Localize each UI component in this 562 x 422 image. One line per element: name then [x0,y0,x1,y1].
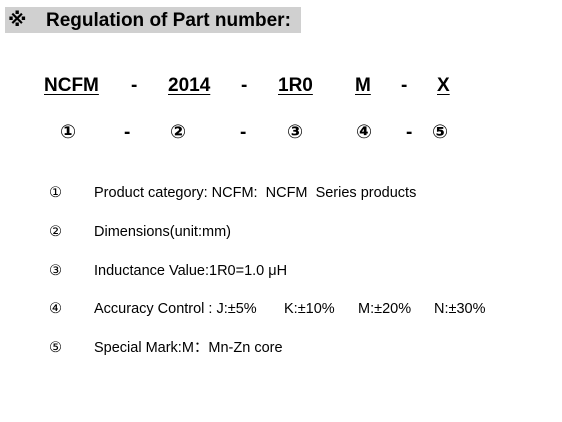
part-separator: - [401,75,408,96]
part-segment: 1R0 [278,75,313,96]
item-text: M:±20% [358,301,412,317]
item-marker: ⑤ [49,340,62,356]
item-text: Product category: NCFM: NCFM Series prod… [94,185,417,201]
part-segment: NCFM [44,75,99,96]
header-title: Regulation of Part number: [46,10,291,31]
part-segment: M [355,75,371,96]
item-marker: ① [49,185,62,201]
item-marker: ③ [49,263,62,279]
item-text: Dimensions(unit:mm) [94,224,231,240]
header-symbol: ※ [8,10,27,31]
item-marker: ② [49,224,62,240]
part-segment: X [437,75,450,96]
item-text: N:±30% [434,301,486,317]
part-separator: - [241,75,248,96]
index-separator: - [240,122,247,143]
index-separator: - [406,122,413,143]
part-segment: 2014 [168,75,211,96]
index-separator: - [124,122,131,143]
item-text: K:±10% [284,301,335,317]
index-marker: ① [60,122,77,143]
index-marker: ⑤ [432,122,449,143]
item-text: Special Mark:M：Mn-Zn core [94,340,283,356]
index-marker: ② [170,122,187,143]
item-marker: ④ [49,301,62,317]
index-marker: ④ [356,122,373,143]
index-marker: ③ [287,122,304,143]
header-bar [5,7,301,33]
item-text: Accuracy Control : J:±5% [94,301,257,317]
item-text: Inductance Value:1R0=1.0 μH [94,263,288,279]
part-separator: - [131,75,138,96]
